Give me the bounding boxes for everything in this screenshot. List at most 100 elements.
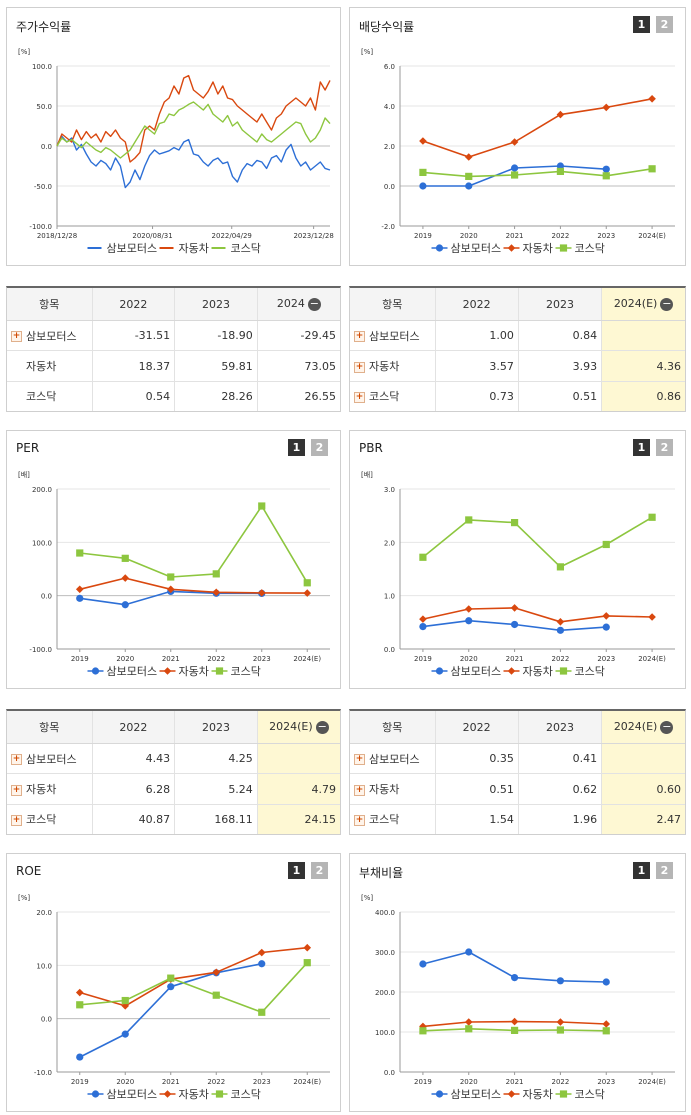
- data-point: [648, 165, 656, 173]
- x-tick-label: 2022: [207, 1078, 225, 1086]
- x-tick-label: 2020: [460, 232, 478, 240]
- y-tick-label: 10.0: [36, 962, 52, 970]
- y-tick-label: 2.0: [384, 143, 395, 151]
- table-cell: 73.05: [256, 350, 340, 382]
- y-tick-label: 50.0: [36, 103, 52, 111]
- chart-pbr: [배] 3.0 2.0 1.0 0.0 2019 2020 2021 2022 2023 2024(…: [361, 470, 675, 678]
- chart-roe: [%] 20.0 10.0 0.0 -10.0 2019 2020 2021 2022 2023 2…: [18, 894, 330, 1101]
- x-tick-label: 2023: [597, 1078, 615, 1086]
- table-stock-return: 항목 2022 2023 2024− + 삼보모터스 -31.51 -18.90 -29.45 자…: [6, 286, 341, 412]
- data-point: [303, 943, 312, 952]
- panel-title: PBR: [359, 441, 383, 455]
- table-cell: 0.73: [434, 381, 519, 411]
- legend-marker: [163, 667, 172, 675]
- table-per: 항목 2022 2023 2024(E) − + 삼보모터스 4.43 4.25 + 자동차 6.28…: [6, 709, 341, 835]
- expand-row-icon[interactable]: +: [354, 361, 365, 373]
- data-point: [212, 968, 221, 977]
- x-tick-label: 2021: [506, 655, 524, 663]
- row-label: + 코스닥: [354, 813, 400, 827]
- table-pbr: 항목 2022 2023 2024(E) − + 삼보모터스 0.35 0.41 + 자동차 0.51…: [349, 709, 686, 835]
- panel-title: 주가수익률: [16, 20, 72, 34]
- panel-title: PER: [16, 441, 40, 455]
- data-point: [465, 516, 473, 524]
- table-cell: 0.84: [517, 320, 602, 352]
- x-tick-label: 2018/12/28: [37, 232, 77, 240]
- data-point: [464, 605, 473, 613]
- table-cell: 4.36: [601, 350, 685, 382]
- data-point: [556, 977, 565, 985]
- expand-row-icon[interactable]: +: [11, 814, 22, 826]
- collapse-column-icon[interactable]: −: [315, 719, 329, 734]
- collapse-column-icon[interactable]: −: [660, 296, 674, 311]
- x-tick-label: 2022/04/29: [212, 232, 252, 240]
- x-tick-label: 2024(E): [293, 655, 321, 663]
- data-table: 항목 2022 2023 2024(E) − + 삼보모터스 4.43 4.25 + 자동차 6.28…: [7, 711, 340, 834]
- x-tick-label: 2024(E): [638, 655, 666, 663]
- column-header: 2023: [174, 711, 258, 744]
- y-tick-label: 20.0: [36, 909, 52, 917]
- x-tick-label: 2020: [116, 1078, 134, 1086]
- legend-label: 삼보모터스: [451, 242, 502, 255]
- data-point: [75, 988, 84, 997]
- data-table: 항목 2022 2023 2024− + 삼보모터스 -31.51 -18.90 -29.45 자…: [7, 288, 340, 411]
- data-point: [121, 574, 130, 582]
- row-label: + 코스닥: [354, 390, 400, 404]
- tab-1[interactable]: 1: [633, 439, 650, 456]
- expand-row-icon[interactable]: +: [354, 814, 365, 826]
- expand-row-icon[interactable]: +: [11, 784, 22, 796]
- expand-row-icon[interactable]: +: [354, 784, 365, 796]
- tab-2[interactable]: 2: [311, 862, 328, 879]
- table-cell: [256, 743, 340, 775]
- series-line-2: [56, 101, 331, 159]
- expand-row-icon[interactable]: +: [11, 754, 22, 766]
- chart-debt: [%]400.0 300.0 200.0 100.0 0.0 2019 2020 2021 20…: [361, 894, 675, 1101]
- x-tick-label: 2024(E): [638, 1078, 666, 1086]
- y-tick-label: 200.0: [375, 989, 395, 997]
- expand-row-icon[interactable]: +: [354, 331, 365, 343]
- tab-2[interactable]: 2: [656, 862, 673, 879]
- column-header: 2024−: [256, 288, 340, 321]
- y-tick-label: -100.0: [29, 223, 52, 231]
- collapse-column-icon[interactable]: −: [307, 296, 321, 311]
- legend-marker: [91, 1090, 100, 1098]
- column-header: 2022: [434, 288, 519, 321]
- data-point: [602, 103, 611, 112]
- x-tick-label: 2023: [253, 1078, 271, 1086]
- y-tick-label: 300.0: [375, 949, 395, 957]
- tab-1[interactable]: 1: [633, 862, 650, 879]
- data-point: [465, 172, 473, 180]
- column-header: 2024(E) −: [256, 711, 340, 744]
- collapse-column-icon[interactable]: −: [660, 719, 674, 734]
- tab-1[interactable]: 1: [288, 862, 305, 879]
- top-strip: [0, 0, 691, 4]
- data-point: [75, 585, 84, 594]
- y-tick-label: 0.0: [384, 1069, 395, 1077]
- legend-label: 삼보모터스: [451, 1088, 502, 1101]
- legend-label: 삼보모터스: [107, 1088, 158, 1101]
- legend-marker: [507, 667, 516, 675]
- table-cell: 4.25: [174, 743, 258, 775]
- data-point: [556, 563, 565, 571]
- legend-label: 자동차: [179, 1088, 209, 1101]
- tab-1[interactable]: 1: [288, 439, 305, 456]
- expand-row-icon[interactable]: +: [354, 754, 365, 766]
- data-point: [167, 974, 175, 982]
- data-point: [121, 601, 129, 609]
- tab-1[interactable]: 1: [633, 16, 650, 33]
- table-cell: 4.43: [91, 743, 175, 775]
- data-point: [602, 165, 610, 173]
- row-label: + 자동차: [350, 350, 435, 382]
- panel-per: PER 1 2 [배] 200.0 100.0 0.0 -100.0 2019 2020 2021 2…: [6, 430, 341, 689]
- y-tick-label: -10.0: [34, 1069, 52, 1077]
- panel-title: 배당수익률: [359, 20, 415, 34]
- legend-marker: [163, 1090, 172, 1098]
- x-tick-label: 2021: [506, 1078, 524, 1086]
- tab-2[interactable]: 2: [656, 439, 673, 456]
- expand-row-icon[interactable]: +: [354, 391, 365, 403]
- expand-row-icon[interactable]: +: [11, 331, 22, 343]
- tab-2[interactable]: 2: [656, 16, 673, 33]
- tab-2[interactable]: 2: [311, 439, 328, 456]
- table-row: + 삼보모터스 0.35 0.41: [350, 743, 685, 775]
